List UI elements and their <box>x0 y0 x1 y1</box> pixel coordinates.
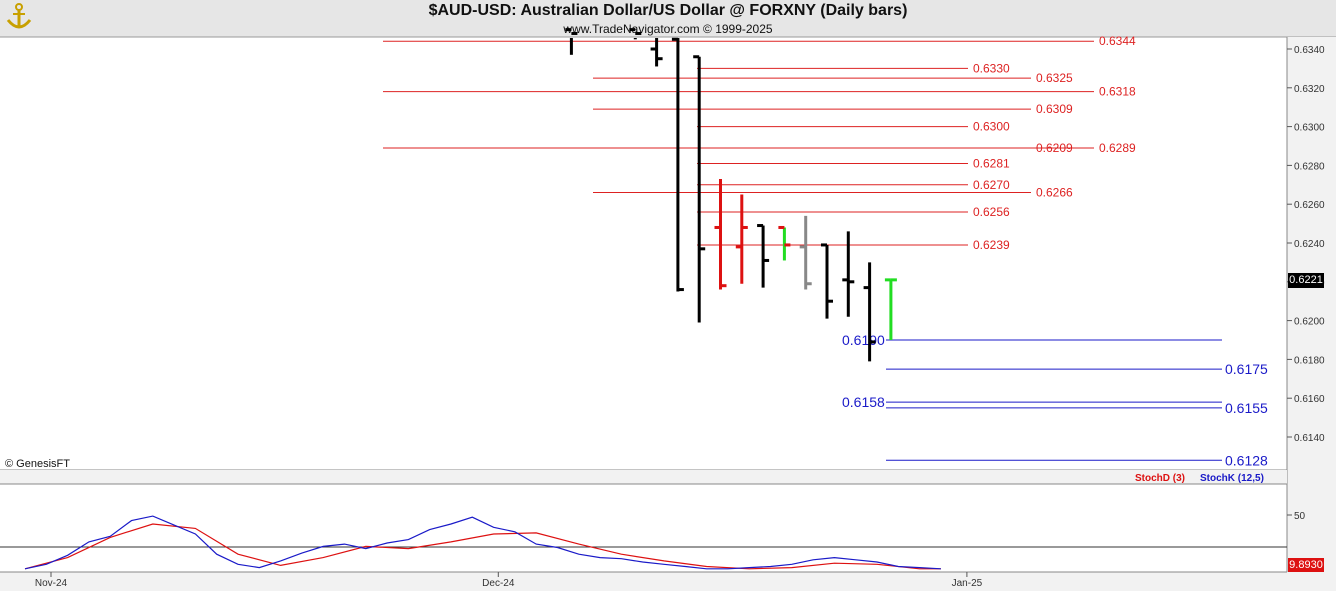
axes: 0.6340 0.6320 0.6300 0.6280 0.6260 0.6240 0.62… <box>35 45 1325 589</box>
resistance-label: 0.6330 <box>973 61 1010 75</box>
price-tick-label: 0.6320 <box>1294 84 1325 95</box>
date-axis-background <box>0 572 1287 591</box>
chart-header <box>0 0 1336 37</box>
resistance-label: 0.6281 <box>973 156 1010 170</box>
support-label: 0.6190 <box>842 332 885 348</box>
resistance-label: 0.6209 <box>1036 141 1073 155</box>
price-tick-label: 0.6200 <box>1294 317 1325 328</box>
stochd-line <box>24 523 941 570</box>
axis-background <box>1287 37 1336 591</box>
support-label: 0.6158 <box>842 394 885 410</box>
chart-subtitle: www.TradeNavigator.com © 1999-2025 <box>563 22 773 36</box>
price-tick-label: 0.6300 <box>1294 123 1325 134</box>
resistance-label: 0.6344 <box>1099 34 1136 48</box>
stochd-legend: StochD (3) <box>1135 473 1185 484</box>
panel-gap <box>0 470 1287 484</box>
date-tick-label: Nov-24 <box>35 578 68 589</box>
price-tick-label: 0.6260 <box>1294 200 1325 211</box>
price-tick-label: 0.6340 <box>1294 45 1325 56</box>
resistance-label: 0.6325 <box>1036 71 1073 85</box>
support-label: 0.6128 <box>1225 452 1268 468</box>
stochastic-panel <box>24 515 941 570</box>
price-tick-label: 0.6280 <box>1294 161 1325 172</box>
last-price-label: 0.6221 <box>1288 273 1324 288</box>
price-tick-label: 0.6240 <box>1294 239 1325 250</box>
resistance-label: 0.6289 <box>1099 141 1136 155</box>
resistance-label: 0.6239 <box>973 238 1010 252</box>
resistance-label: 0.6256 <box>973 205 1010 219</box>
price-tick-label: 0.6180 <box>1294 355 1325 366</box>
resistance-label: 0.6318 <box>1099 85 1136 99</box>
support-label: 0.6155 <box>1225 400 1268 416</box>
resistance-label: 0.6300 <box>973 120 1010 134</box>
stoch-tick-label: 50 <box>1294 511 1306 522</box>
support-label: 0.6175 <box>1225 361 1268 377</box>
stochk-legend: StochK (12,5) <box>1200 473 1264 484</box>
stochk-line <box>24 515 941 570</box>
anchor-logo-icon <box>4 2 34 37</box>
price-tick-label: 0.6140 <box>1294 433 1325 444</box>
price-levels: 0.6344 0.6330 0.6325 0.6318 0.6309 0.6300 0.62… <box>383 34 1268 468</box>
resistance-label: 0.6309 <box>1036 102 1073 116</box>
resistance-label: 0.6266 <box>1036 186 1073 200</box>
date-tick-label: Dec-24 <box>482 578 515 589</box>
stochastic-value-label: 9.8930 <box>1288 558 1324 572</box>
copyright-text: © GenesisFT <box>5 458 70 470</box>
price-tick-label: 0.6160 <box>1294 394 1325 405</box>
date-tick-label: Jan-25 <box>952 578 983 589</box>
resistance-label: 0.6270 <box>973 178 1010 192</box>
chart-frame <box>0 36 1336 591</box>
price-bars <box>565 28 897 362</box>
chart-title: $AUD-USD: Australian Dollar/US Dollar @ … <box>428 2 908 19</box>
